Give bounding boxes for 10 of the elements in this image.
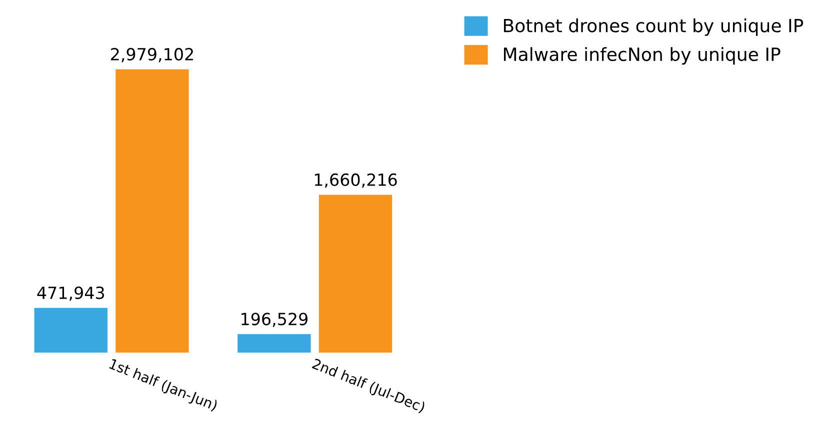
data-label: 1,660,216 xyxy=(314,173,397,188)
legend-label: Malware infecNon by unique IP xyxy=(504,47,780,65)
data-label: 471,943 xyxy=(37,286,104,301)
bar xyxy=(238,334,311,353)
bar xyxy=(318,194,392,353)
legend-label: Botnet drones count by unique IP xyxy=(504,18,804,36)
data-label: 2,979,102 xyxy=(111,48,193,62)
bar xyxy=(116,69,189,353)
data-label: 196,529 xyxy=(242,312,308,328)
bar xyxy=(34,308,108,353)
